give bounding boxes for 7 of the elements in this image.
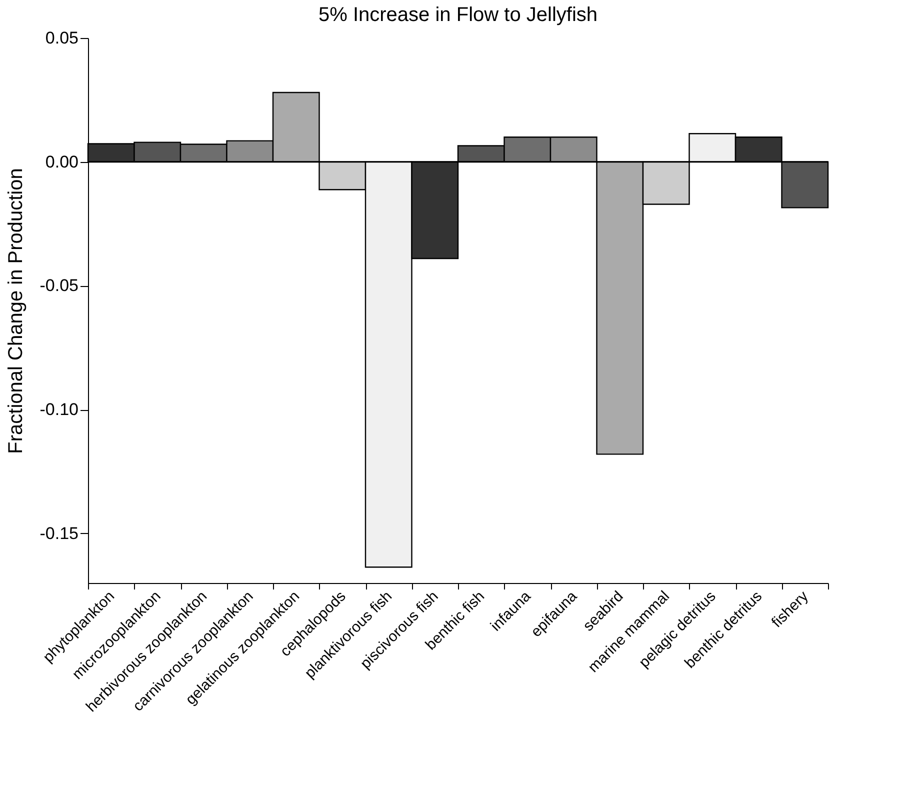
chart-title: 5% Increase in Flow to Jellyfish (318, 4, 598, 26)
y-axis-title: Fractional Change in Production (4, 168, 27, 454)
y-tick-label: -0.05 (40, 276, 78, 296)
y-tick-label: 0.00 (45, 152, 78, 172)
y-tick-label: 0.05 (45, 28, 78, 48)
y-tick-label: -0.10 (40, 400, 78, 420)
y-tick-label: -0.15 (40, 524, 78, 543)
